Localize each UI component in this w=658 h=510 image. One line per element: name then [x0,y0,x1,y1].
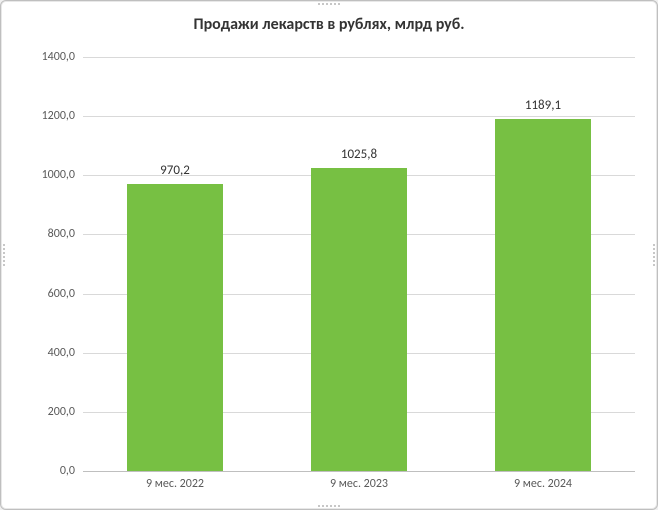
frame-handle-right [653,244,655,266]
chart-title: Продажи лекарств в рублях, млрд руб. [1,15,657,34]
x-tick-label: 9 мес. 2022 [146,471,204,491]
y-tick-label: 600,0 [48,287,83,301]
y-tick-label: 1200,0 [42,109,83,123]
frame-handle-top [318,3,340,5]
plot-area: 0,0200,0400,0600,0800,01000,01200,01400,… [83,57,635,471]
y-tick-label: 200,0 [48,405,83,419]
x-tick-label: 9 мес. 2023 [330,471,388,491]
x-tick-label: 9 мес. 2024 [514,471,572,491]
gridline [83,57,635,58]
bar: 1025,8 [311,168,407,471]
y-tick-label: 1400,0 [42,50,83,64]
bar: 970,2 [127,184,223,471]
y-tick-label: 1000,0 [42,168,83,182]
bar-value-label: 1025,8 [341,147,377,168]
frame-handle-left [3,244,5,266]
bar: 1189,1 [495,119,591,471]
bar-value-label: 970,2 [160,163,190,184]
y-tick-label: 400,0 [48,346,83,360]
y-tick-label: 0,0 [60,464,83,478]
frame-handle-bottom [318,505,340,507]
bar-value-label: 1189,1 [525,98,561,119]
y-tick-label: 800,0 [48,227,83,241]
chart-frame: Продажи лекарств в рублях, млрд руб. 0,0… [0,0,658,510]
